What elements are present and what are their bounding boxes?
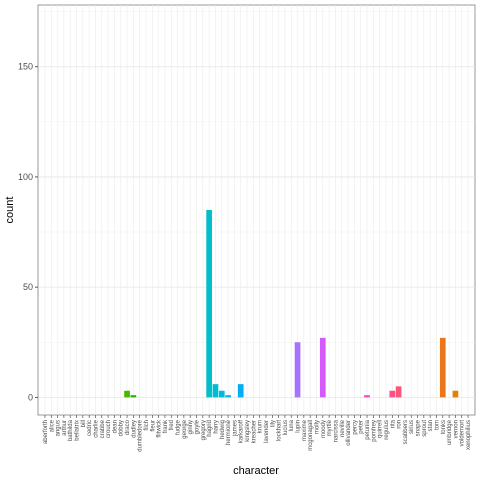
- x-tick-label: regulus: [384, 420, 390, 440]
- x-tick-label: dudley: [131, 420, 137, 438]
- x-tick-label: mcgonagall: [308, 420, 314, 451]
- x-tick-label: vernon: [453, 420, 459, 438]
- y-tick-label: 100: [18, 172, 33, 182]
- x-tick-label: sirius: [409, 420, 415, 434]
- y-tick-label: 50: [23, 282, 33, 292]
- x-tick-label: voldemort: [460, 420, 466, 447]
- x-tick-label: kingsley: [245, 420, 251, 442]
- x-tick-label: hermione: [226, 419, 232, 445]
- x-tick-label: fleur: [150, 420, 156, 432]
- x-tick-label: lockhart: [277, 420, 283, 441]
- y-tick-label: 0: [28, 392, 33, 402]
- x-tick-label: angus: [56, 420, 62, 436]
- bar-ron: [395, 386, 402, 398]
- x-tick-label: kreacher: [251, 420, 257, 443]
- bars: [124, 210, 459, 398]
- bar-lupin: [294, 342, 301, 398]
- x-tick-label: percy: [352, 420, 358, 435]
- x-tick-label: bathilda: [68, 419, 74, 441]
- x-tick-label: peter: [359, 420, 365, 434]
- plot-panel: [37, 4, 476, 416]
- x-tick-label: ron: [397, 420, 403, 429]
- x-tick-label: bellatrix: [75, 420, 81, 441]
- x-tick-label: luna: [289, 419, 295, 431]
- x-tick-label: fudge: [176, 419, 182, 435]
- y-tick-label: 150: [18, 62, 33, 72]
- y-axis-title: count: [4, 197, 16, 224]
- x-tick-label: stan: [428, 420, 434, 431]
- x-tick-label: hagrid: [207, 420, 213, 437]
- x-tick-label: sprout: [422, 420, 428, 437]
- x-tick-label: frank: [163, 419, 169, 433]
- x-tick-label: molly: [314, 420, 320, 434]
- x-tick-label: myrtle: [327, 419, 333, 436]
- x-tick-label: flitwick: [157, 419, 163, 438]
- bar-hermione: [225, 395, 231, 398]
- y-axis-ticks: 0 50 100 150: [18, 62, 38, 402]
- x-tick-label: james: [232, 420, 238, 437]
- x-tick-label: tom: [434, 420, 440, 430]
- bar-karkaroff: [237, 384, 244, 398]
- x-tick-label: umbridge: [447, 419, 453, 445]
- x-tick-label: lily: [270, 420, 276, 427]
- x-tick-label: george: [182, 419, 188, 438]
- x-tick-label: arthur: [62, 420, 68, 436]
- bar-tonks: [439, 337, 446, 398]
- x-tick-label: hedwig: [220, 420, 226, 439]
- x-tick-label: xenophilius: [466, 420, 472, 450]
- x-tick-label: lupin: [296, 420, 302, 433]
- x-tick-label: scabbers: [403, 420, 409, 444]
- x-tick-label: moody: [321, 420, 327, 438]
- x-tick-label: neville: [340, 419, 346, 437]
- x-tick-label: filch: [144, 420, 150, 431]
- bar-harry: [212, 384, 219, 398]
- x-tick-label: cedric: [87, 420, 93, 436]
- x-tick-label: lavender: [264, 420, 270, 443]
- x-tick-label: ginny: [188, 420, 194, 434]
- x-tick-label: draco: [125, 419, 131, 435]
- x-tick-label: rita: [390, 419, 396, 428]
- x-axis-title: character: [233, 465, 279, 477]
- x-tick-label: quirrell: [378, 420, 384, 438]
- x-tick-label: maxime: [302, 419, 308, 441]
- bar-vernon: [452, 390, 459, 398]
- x-tick-label: crouch: [106, 420, 112, 438]
- x-tick-label: karkaroff: [239, 420, 245, 444]
- bar-hagrid: [206, 210, 212, 398]
- x-tick-label: dean: [112, 420, 118, 433]
- x-tick-label: narcissa: [333, 419, 339, 442]
- x-tick-label: ollivander: [346, 420, 352, 446]
- x-tick-label: snape: [416, 419, 422, 436]
- x-tick-label: alice: [49, 419, 55, 432]
- x-tick-label: krum: [258, 420, 264, 433]
- x-tick-label: dumbledore: [138, 419, 144, 451]
- x-tick-label: harry: [213, 420, 219, 434]
- x-tick-label: aberforth: [43, 420, 49, 444]
- bar-moody: [319, 337, 326, 398]
- x-tick-label: dobby: [119, 420, 125, 436]
- bar-rita: [389, 390, 396, 398]
- bar-dudley: [130, 395, 137, 398]
- x-tick-label: bill: [81, 420, 87, 427]
- x-tick-label: charlie: [93, 419, 99, 437]
- x-tick-label: petunia: [365, 419, 371, 439]
- bar-petunia: [364, 395, 370, 398]
- x-tick-label: tonks: [441, 420, 447, 434]
- x-tick-label: pomfrey: [371, 420, 377, 442]
- bar-draco: [124, 390, 130, 398]
- x-axis-ticks: aberforth alice angus arthur bathilda bellatr…: [43, 415, 472, 452]
- x-tick-label: fred: [169, 420, 175, 430]
- x-tick-label: goyle: [195, 419, 201, 434]
- x-tick-label: gregory: [201, 420, 207, 440]
- x-tick-label: crabbe: [100, 419, 106, 438]
- x-tick-label: lucius: [283, 420, 289, 435]
- bar-hedwig: [218, 390, 225, 398]
